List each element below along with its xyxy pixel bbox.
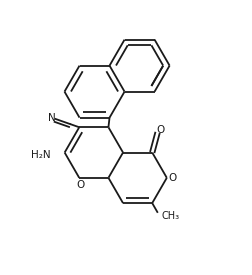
Text: O: O [156,125,164,135]
Text: H₂N: H₂N [30,150,50,160]
Text: CH₃: CH₃ [161,211,179,221]
Text: N: N [47,112,55,123]
Text: O: O [168,173,176,183]
Text: O: O [76,180,84,190]
